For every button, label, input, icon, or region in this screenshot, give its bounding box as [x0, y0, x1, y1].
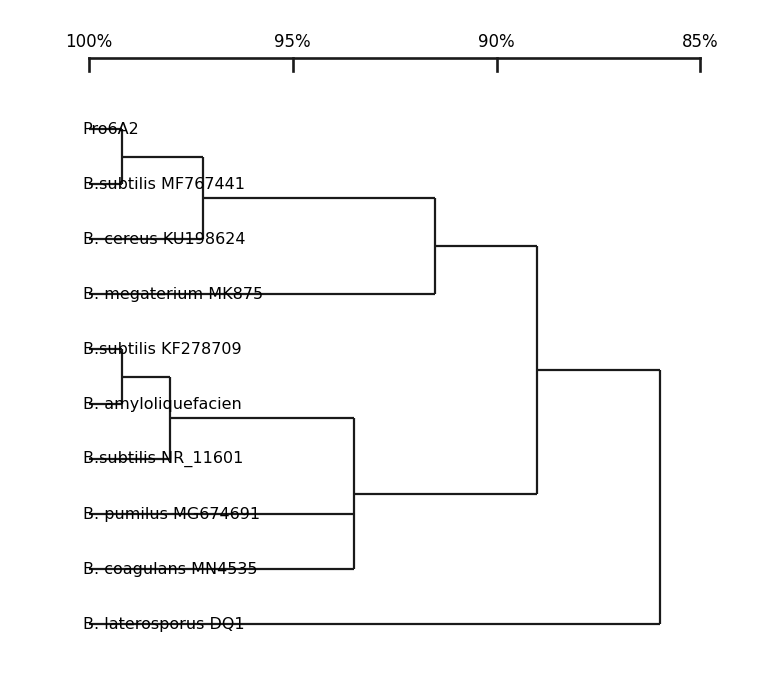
Text: 85%: 85%: [682, 33, 719, 51]
Text: B. coagulans MN4535: B. coagulans MN4535: [83, 562, 257, 577]
Text: B. megaterium MK875: B. megaterium MK875: [83, 286, 263, 301]
Text: B. amyloliquefacien: B. amyloliquefacien: [83, 397, 242, 412]
Text: B. cereus KU198624: B. cereus KU198624: [83, 232, 246, 247]
Text: 90%: 90%: [478, 33, 515, 51]
Text: B.subtilis NR_11601: B.subtilis NR_11601: [83, 451, 243, 467]
Text: Pro6A2: Pro6A2: [83, 121, 140, 136]
Text: 100%: 100%: [65, 33, 113, 51]
Text: B. laterosporus DQ1: B. laterosporus DQ1: [83, 617, 245, 632]
Text: B.subtilis MF767441: B.subtilis MF767441: [83, 177, 245, 192]
Text: B.subtilis KF278709: B.subtilis KF278709: [83, 342, 242, 357]
Text: B. pumilus MG674691: B. pumilus MG674691: [83, 507, 260, 522]
Text: 95%: 95%: [274, 33, 311, 51]
